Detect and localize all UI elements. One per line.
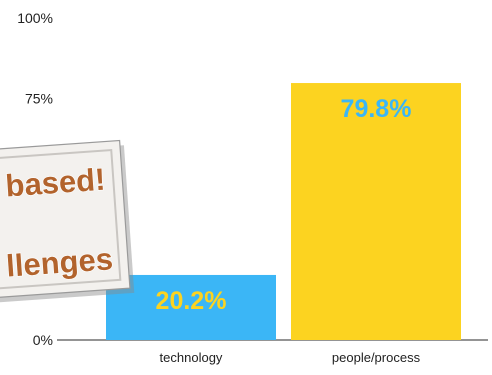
labels-layer: 20.2% 79.8% bbox=[156, 95, 412, 315]
y-tick-label: 100% bbox=[17, 10, 53, 26]
y-tick-label: 75% bbox=[25, 91, 53, 107]
sticky-note-inner-border bbox=[0, 149, 122, 292]
x-tick-label: people/process bbox=[332, 350, 421, 365]
sticky-note-paper bbox=[0, 139, 131, 301]
y-tick-label: 0% bbox=[33, 332, 53, 348]
bars-layer bbox=[106, 83, 461, 340]
bar bbox=[106, 274, 276, 340]
x-tick-label: technology bbox=[160, 350, 223, 365]
bar-value-label: 20.2% bbox=[156, 287, 227, 315]
bar bbox=[291, 83, 461, 340]
bar-value-label: 79.8% bbox=[341, 95, 412, 123]
sticky-note-line-2: llenges bbox=[5, 241, 114, 283]
sticky-note-line-1: based! bbox=[4, 162, 106, 204]
sticky-note: based! llenges bbox=[0, 139, 135, 305]
